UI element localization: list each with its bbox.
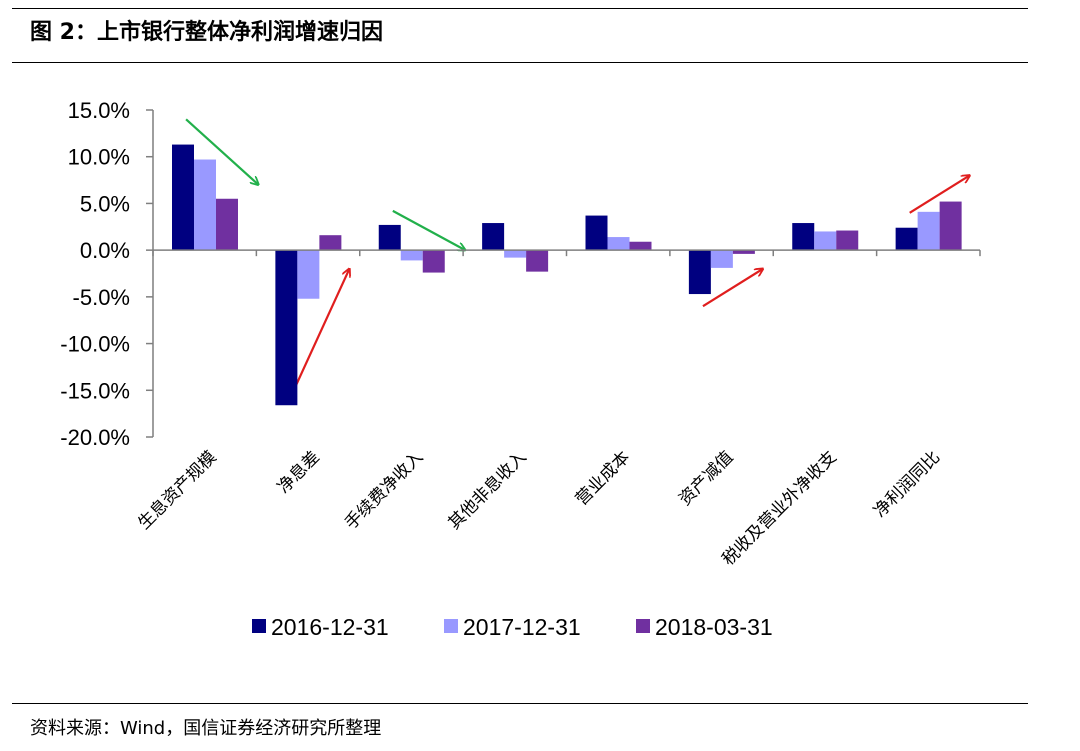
trend-arrow bbox=[392, 209, 465, 250]
legend-label: 2017-12-31 bbox=[463, 614, 581, 640]
category-label: 资产减值 bbox=[675, 447, 737, 509]
bar bbox=[814, 231, 837, 251]
y-tick-label: -20.0% bbox=[60, 425, 130, 450]
y-tick-label: 15.0% bbox=[68, 98, 130, 123]
bar bbox=[319, 235, 342, 251]
footer-rule bbox=[12, 703, 1028, 704]
legend: 2016-12-31 2017-12-31 2018-03-31 bbox=[252, 614, 773, 640]
trend-arrow bbox=[702, 269, 763, 308]
legend-swatch bbox=[444, 619, 458, 633]
bar bbox=[629, 241, 652, 251]
y-tick-label: 10.0% bbox=[68, 145, 130, 170]
bar bbox=[836, 230, 859, 251]
y-tick-label: -5.0% bbox=[73, 285, 130, 310]
bar bbox=[216, 198, 238, 251]
title-top-rule bbox=[12, 8, 1028, 9]
bar bbox=[895, 227, 918, 251]
bar bbox=[422, 250, 445, 273]
bar bbox=[792, 223, 815, 251]
category-label: 其他非息收入 bbox=[444, 447, 530, 533]
bar bbox=[194, 159, 216, 251]
bar bbox=[275, 250, 298, 406]
y-tick-label: -15.0% bbox=[60, 378, 130, 403]
trend-arrow bbox=[288, 269, 349, 401]
y-tick-labels: 15.0% 10.0% 5.0% 0.0% -5.0% -10.0% -15.0% -20.0… bbox=[60, 98, 130, 450]
bar bbox=[504, 250, 527, 258]
category-label: 营业成本 bbox=[572, 447, 634, 509]
bar bbox=[297, 250, 320, 299]
y-tick-label: 5.0% bbox=[80, 191, 130, 216]
bar bbox=[688, 250, 711, 295]
bar bbox=[607, 237, 630, 251]
bar bbox=[482, 223, 505, 251]
legend-label: 2018-03-31 bbox=[655, 614, 773, 640]
bar bbox=[378, 224, 401, 251]
legend-swatch bbox=[636, 619, 650, 633]
y-tick-label: -10.0% bbox=[60, 332, 130, 357]
title-bottom-rule bbox=[12, 62, 1028, 63]
category-label: 手续费净收入 bbox=[341, 447, 427, 533]
bar bbox=[732, 250, 755, 254]
bar bbox=[710, 250, 733, 268]
bar bbox=[917, 211, 940, 251]
legend-swatch bbox=[252, 619, 266, 633]
y-tick-label: 0.0% bbox=[80, 238, 130, 263]
category-label: 生息资产规模 bbox=[134, 447, 220, 533]
trend-arrow bbox=[185, 118, 258, 184]
bar bbox=[400, 250, 423, 261]
category-label: 税收及营业外净收支 bbox=[719, 447, 841, 569]
legend-label: 2016-12-31 bbox=[271, 614, 389, 640]
trend-arrow bbox=[909, 175, 970, 214]
bar bbox=[526, 250, 549, 272]
trend-arrows bbox=[185, 118, 970, 401]
axes-layer bbox=[146, 109, 981, 438]
bar-chart: 15.0% 10.0% 5.0% 0.0% -5.0% -10.0% -15.0% -20.0… bbox=[60, 98, 981, 640]
figure-title: 图 2：上市银行整体净利润增速归因 bbox=[30, 20, 383, 45]
source-note: 资料来源：Wind，国信证券经济研究所整理 bbox=[30, 718, 382, 739]
bar bbox=[939, 201, 962, 251]
category-label: 净利润同比 bbox=[870, 447, 944, 521]
bar bbox=[585, 215, 608, 251]
category-label: 净息差 bbox=[274, 447, 324, 497]
bars-layer bbox=[172, 144, 962, 406]
bar bbox=[172, 144, 194, 251]
